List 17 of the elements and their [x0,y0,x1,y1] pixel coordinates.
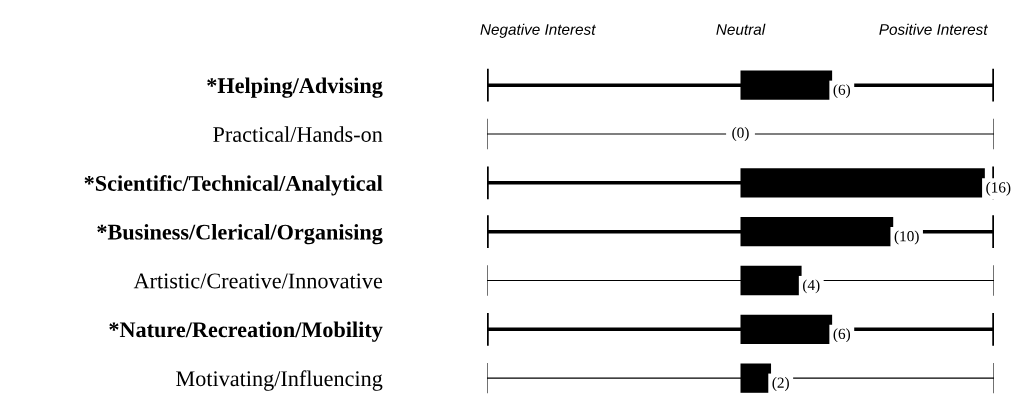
data-label: (16) [986,181,1011,196]
data-label: (6) [833,328,851,343]
y-tick-label: Motivating/Influencing [176,370,383,391]
text: Positive Interest [879,23,989,35]
y-tick-label: *Scientific/Technical/Analytical [84,175,383,196]
data-label: (0) [732,127,749,141]
text: Neutral [716,23,766,35]
text: Negative Interest [480,23,596,38]
data-label: (10) [894,230,919,245]
data-label: (2) [772,377,789,391]
y-tick-label: *Business/Clerical/Organising [97,223,383,245]
y-tick-label: *Helping/Advising [207,77,383,98]
data-label: (6) [833,84,851,98]
data-label: (4) [803,279,820,294]
y-tick-label: Artistic/Creative/Innovative [133,273,383,289]
y-tick-label: *Nature/Recreation/Mobility [109,321,383,342]
y-tick-label: Practical/Hands-on [213,126,383,142]
